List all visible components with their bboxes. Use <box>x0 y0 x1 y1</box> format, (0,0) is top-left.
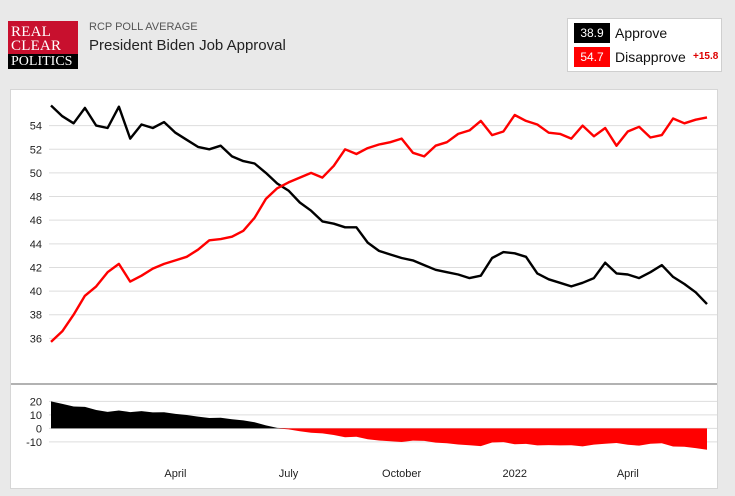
chart-title: President Biden Job Approval <box>89 37 286 54</box>
x-tick-label: 2022 <box>502 468 526 480</box>
y-tick-label: 54 <box>30 121 42 133</box>
x-axis: April July October 2022 April <box>164 468 638 480</box>
series-line-disapprove <box>50 113 708 343</box>
disapprove-value: 54.7 <box>574 47 610 67</box>
rcp-logo: REAL CLEAR POLITICS <box>8 21 78 69</box>
logo-line-3: POLITICS <box>8 54 78 69</box>
y-tick-label: 40 <box>30 286 42 298</box>
x-tick-label: July <box>279 468 299 480</box>
spread-y-tick-label: -10 <box>26 437 42 449</box>
chart-svg: 36 38 40 42 44 46 48 50 52 54 -10 010 20 April July Oct… <box>11 104 717 480</box>
main-grid: 36 38 40 42 44 46 48 50 52 54 <box>30 121 717 345</box>
y-tick-label: 38 <box>30 310 42 322</box>
legend: 38.9 Approve 54.7 Disapprove +15.8 <box>567 18 722 72</box>
y-tick-label: 42 <box>30 262 42 274</box>
x-tick-label: April <box>617 468 639 480</box>
disapprove-label: Disapprove <box>615 49 686 65</box>
y-tick-label: 52 <box>30 144 42 156</box>
logo-line-1: REAL <box>11 24 51 40</box>
approve-value: 38.9 <box>574 23 610 43</box>
chart-panel: 36 38 40 42 44 46 48 50 52 54 -10 0 10 20 April July Oct… <box>10 89 718 489</box>
spread-negative-area <box>51 428 707 450</box>
spread-value: +15.8 <box>693 51 719 62</box>
spread-y-tick-label: 10 <box>30 410 42 422</box>
y-tick-label: 50 <box>30 168 42 180</box>
spread-y-tick-label: 0 <box>36 423 42 435</box>
y-tick-label: 48 <box>30 192 42 204</box>
series-line-approve <box>50 104 708 305</box>
spread-positive-area <box>51 401 707 429</box>
chart-subtitle: RCP POLL AVERAGE <box>89 21 198 33</box>
x-tick-label: April <box>164 468 186 480</box>
y-tick-label: 36 <box>30 333 42 345</box>
x-tick-label: October <box>382 468 421 480</box>
y-tick-label: 46 <box>30 215 42 227</box>
approve-label: Approve <box>615 25 668 41</box>
logo-line-2: CLEAR <box>11 38 62 54</box>
spread-y-tick-label: 20 <box>30 396 42 408</box>
y-tick-label: 44 <box>30 239 42 251</box>
